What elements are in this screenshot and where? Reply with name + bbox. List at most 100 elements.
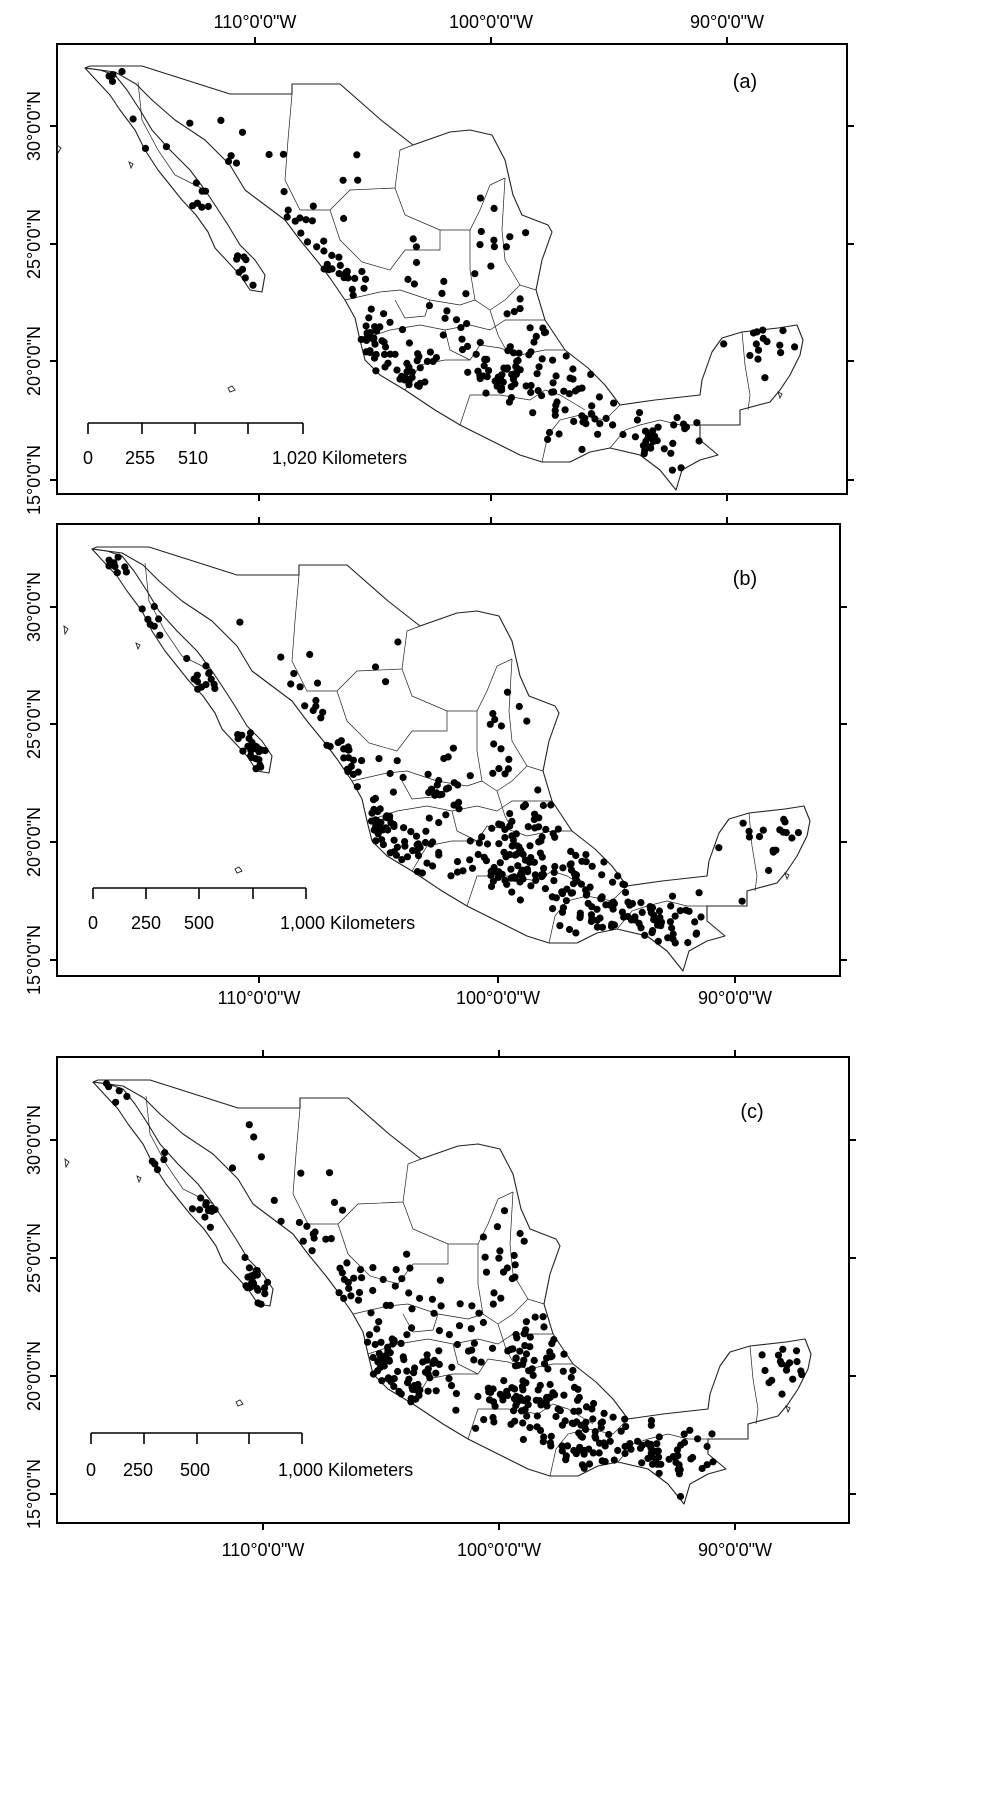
occurrence-point [511,1417,519,1425]
occurrence-point [252,1267,260,1275]
occurrence-point [503,310,511,318]
occurrence-point [621,1415,629,1423]
occurrence-point [538,873,546,881]
occurrence-point [353,783,361,791]
occurrence-point [208,1204,216,1212]
occurrence-point [765,866,773,875]
occurrence-point [761,374,769,382]
occurrence-point [326,742,334,751]
occurrence-point [478,833,486,841]
occurrence-point [483,373,491,381]
occurrence-point [468,864,477,872]
occurrence-point [759,334,767,342]
occurrence-point [546,1380,554,1389]
occurrence-point [369,1353,377,1362]
occurrence-point [367,1309,375,1317]
occurrence-point [270,1196,278,1204]
lon-label-110: 110°0'0"W [222,1540,305,1560]
occurrence-point [421,838,429,847]
occurrence-point [596,1439,604,1447]
occurrence-point [370,826,378,834]
occurrence-point [150,602,158,611]
occurrence-point [358,757,366,765]
occurrence-point [424,1370,432,1378]
occurrence-point [676,1492,685,1501]
occurrence-point [439,331,447,339]
occurrence-point [347,1292,355,1300]
occurrence-point [560,1350,568,1358]
occurrence-point [495,765,503,773]
occurrence-point [573,1418,581,1426]
occurrence-point [371,794,379,803]
occurrence-point [532,876,540,885]
occurrence-point [337,737,345,745]
occurrence-point [541,885,550,893]
occurrence-point [345,1284,353,1292]
occurrence-point [589,1415,597,1423]
occurrence-point [415,353,423,361]
occurrence-point [514,862,522,870]
occurrence-point [549,379,557,387]
occurrence-point [531,871,539,879]
occurrence-point [202,662,210,670]
occurrence-point [369,1286,377,1295]
occurrence-point [531,810,539,818]
occurrence-point [295,1218,303,1227]
occurrence-point [523,865,531,873]
occurrence-point [437,1302,445,1310]
occurrence-point [476,241,484,249]
occurrence-point [462,290,470,298]
occurrence-point [377,1338,385,1346]
occurrence-point [452,1406,460,1414]
occurrence-point [475,839,483,847]
occurrence-point [398,326,407,334]
occurrence-point [354,176,362,184]
occurrence-point [450,779,458,787]
occurrence-point [627,1445,635,1453]
occurrence-point [652,1447,660,1455]
occurrence-point [400,824,408,832]
occurrence-point [633,416,642,424]
occurrence-point [655,1453,663,1461]
scale-label-500: 500 [180,1460,210,1480]
occurrence-point [647,909,655,917]
occurrence-point [578,857,586,865]
occurrence-point [576,1443,584,1451]
occurrence-point [384,1347,392,1355]
occurrence-point [622,1423,630,1431]
occurrence-point [467,1325,475,1333]
occurrence-point [532,332,540,340]
occurrence-point [425,302,433,310]
occurrence-point [445,1375,453,1383]
occurrence-point [691,918,699,926]
occurrence-point [529,1371,537,1379]
occurrence-point [406,1264,414,1272]
occurrence-point [695,889,703,897]
occurrence-point [567,1373,575,1382]
occurrence-point [792,1347,801,1355]
occurrence-point [600,858,608,866]
occurrence-point [382,813,390,822]
occurrence-point [436,1276,444,1284]
occurrence-point [488,824,496,832]
occurrence-point [754,355,762,363]
occurrence-point [440,754,448,763]
occurrence-point [482,857,490,865]
occurrence-point [558,1442,566,1450]
occurrence-point [474,850,482,859]
occurrence-point [526,324,534,332]
occurrence-point [416,843,424,852]
lon-top-ticks [254,37,728,501]
occurrence-point [669,930,677,938]
occurrence-point [335,1289,343,1297]
occurrence-point [602,414,610,422]
occurrence-point [503,1387,511,1395]
occurrence-point [540,864,548,873]
occurrence-point [644,1454,652,1462]
occurrence-point [588,402,596,410]
occurrence-point [619,880,627,888]
occurrence-point [503,364,512,372]
occurrence-point [335,253,343,261]
occurrence-point [311,1228,319,1236]
occurrence-point [429,357,437,365]
